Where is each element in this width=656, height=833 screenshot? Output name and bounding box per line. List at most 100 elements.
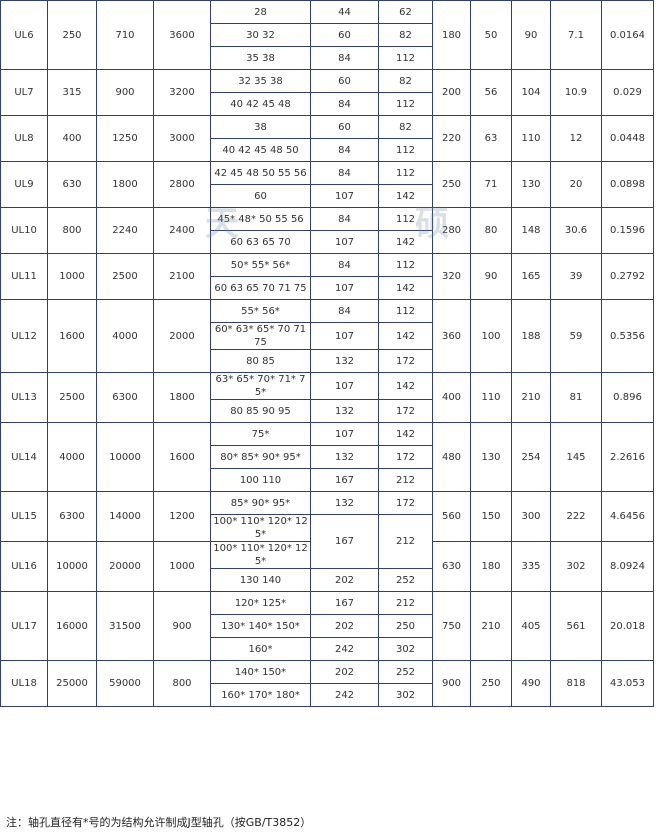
length-cell: 142 [378,276,433,300]
length-cell: 242 [310,637,379,661]
spec-cell: 4000 [47,422,97,492]
dim-cell: 0.029 [601,69,654,116]
length-cell: 112 [378,92,433,116]
spec-cell: 1250 [96,115,154,162]
spec-cell: 1800 [96,161,154,208]
dim-cell: 39 [550,253,602,300]
length-cell: 172 [378,349,433,373]
length-cell: 142 [378,184,433,208]
dim-cell: 80 [470,207,512,254]
spec-cell: 250 [47,0,97,70]
spec-cell: 59000 [96,660,154,707]
bore-cell: 60* 63* 65* 70 71 75 [210,322,311,350]
spec-cell: 2800 [153,161,211,208]
length-cell: 132 [310,349,379,373]
spec-cell: 3000 [153,115,211,162]
dim-cell: 63 [470,115,512,162]
table-row: UL16 10000 20000 1000 100* 110* 120* 125* 630… [0,541,654,592]
length-cell: 82 [378,23,433,47]
length-cell: 202 [310,660,379,684]
length-cell: 142 [378,322,433,350]
length-cell: 202 [310,614,379,638]
length-cell: 167 [310,514,379,569]
spec-cell: 800 [153,660,211,707]
spec-cell: 2500 [96,253,154,300]
dim-cell: 59 [550,299,602,373]
table-row: UL8 400 1250 3000 38 60 82 220 63 110 12 0.0448 [0,115,654,162]
length-cell: 242 [310,683,379,707]
table-row: 80 85 90 95 132 172 [1,399,654,423]
bore-cell: 32 35 38 [210,69,311,93]
length-cell: 112 [378,299,433,323]
dim-cell: 490 [511,660,551,707]
spec-cell: 800 [47,207,97,254]
bore-cell: 60 63 65 70 71 75 [210,276,311,300]
spec-cell: 1200 [153,491,211,542]
table-row: UL12 1600 4000 2000 55* 56* 84 112 360 100 188 59 0… [0,299,654,373]
length-cell: 107 [310,322,379,350]
bore-cell: 35 38 [210,46,311,70]
spec-cell: 315 [47,69,97,116]
dim-cell: 188 [511,299,551,373]
length-cell: 167 [310,591,379,615]
dim-cell: 250 [432,161,471,208]
bore-cell: 55* 56* [210,299,311,323]
spec-cell: 3600 [153,0,211,70]
bore-cell: 40 42 45 48 50 [210,138,311,162]
dim-cell: 20 [550,161,602,208]
table-row: 160* 170* 180* 242 302 [1,683,654,707]
dim-cell: 210 [470,591,512,661]
bore-cell: 28 [210,0,311,24]
length-cell: 132 [310,445,379,469]
dim-cell: 0.2792 [601,253,654,300]
dim-cell: 30.6 [550,207,602,254]
dim-cell: 0.0164 [601,0,654,70]
dim-cell: 400 [432,372,471,423]
bore-cell: 63* 65* 70* 71* 75* [210,372,311,400]
dim-cell: 100 [470,299,512,373]
table-row: 35 38 84 112 [1,46,654,70]
spec-cell: 14000 [96,491,154,542]
length-cell: 84 [310,253,379,277]
bore-cell: 100 110 [210,468,311,492]
bore-cell: 30 32 [210,23,311,47]
dim-cell: 0.0898 [601,161,654,208]
spec-cell: 25000 [47,660,97,707]
bore-cell: 120* 125* [210,591,311,615]
model-cell: UL11 [0,253,48,300]
model-cell: UL16 [0,541,48,592]
dim-cell: 104 [511,69,551,116]
bore-cell: 42 45 48 50 55 56 [210,161,311,185]
dim-cell: 180 [432,0,471,70]
dim-cell: 4.6456 [601,491,654,542]
bore-cell: 140* 150* [210,660,311,684]
length-cell: 172 [378,491,433,515]
dim-cell: 180 [470,541,512,592]
model-cell: UL14 [0,422,48,492]
length-cell: 44 [310,0,379,24]
length-cell: 142 [378,372,433,400]
bore-cell: 80* 85* 90* 95* [210,445,311,469]
watermark: 天 [205,204,239,244]
spec-cell: 1800 [153,372,211,423]
length-cell: 84 [310,161,379,185]
length-cell: 84 [310,92,379,116]
watermark: 硕 [415,204,449,244]
dim-cell: 0.1596 [601,207,654,254]
dim-cell: 90 [470,253,512,300]
table-row: 130* 140* 150* 202 250 [1,614,654,638]
length-cell: 132 [310,491,379,515]
dim-cell: 480 [432,422,471,492]
length-cell: 107 [310,422,379,446]
length-cell: 60 [310,115,379,139]
spec-cell: 1600 [153,422,211,492]
spec-cell: 10000 [96,422,154,492]
spec-cell: 2000 [153,299,211,373]
bore-cell: 38 [210,115,311,139]
spec-cell: 400 [47,115,97,162]
table-row: 160* 242 302 [1,637,654,661]
dim-cell: 222 [550,491,602,542]
spec-cell: 6300 [47,491,97,542]
length-cell: 112 [378,207,433,231]
